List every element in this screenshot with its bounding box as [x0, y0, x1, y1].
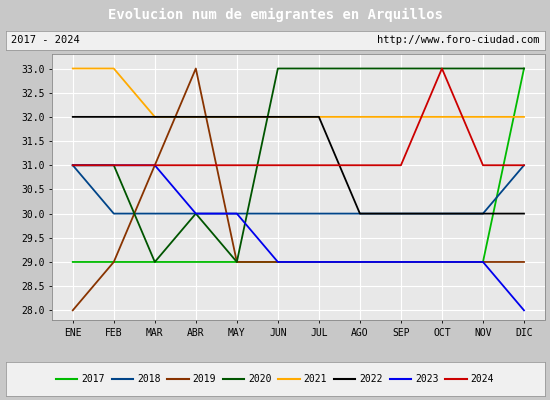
- Legend: 2017, 2018, 2019, 2020, 2021, 2022, 2023, 2024: 2017, 2018, 2019, 2020, 2021, 2022, 2023…: [52, 370, 498, 388]
- Text: http://www.foro-ciudad.com: http://www.foro-ciudad.com: [377, 35, 539, 45]
- Text: Evolucion num de emigrantes en Arquillos: Evolucion num de emigrantes en Arquillos: [107, 8, 443, 22]
- Text: 2017 - 2024: 2017 - 2024: [11, 35, 80, 45]
